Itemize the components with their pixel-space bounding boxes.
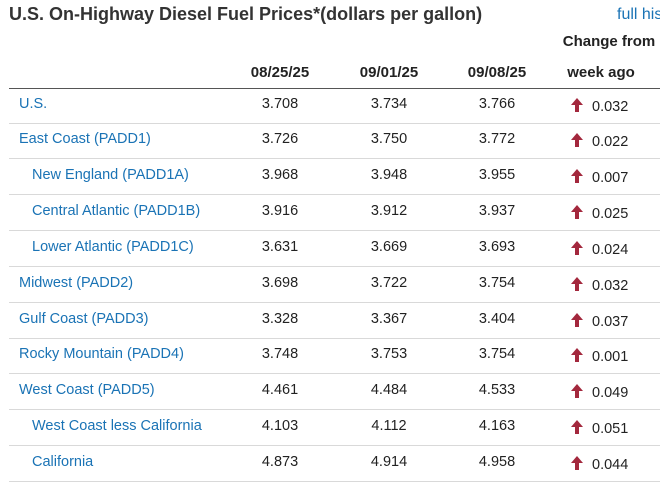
region-link[interactable]: East Coast (PADD1) bbox=[19, 131, 151, 147]
row-divider bbox=[9, 158, 660, 159]
price-cell-3: 4.533 bbox=[478, 382, 516, 398]
row-divider bbox=[9, 445, 660, 446]
table-row: New England (PADD1A) 3.968 3.948 3.955 0.007 bbox=[9, 160, 660, 195]
price-cell-1: 3.631 bbox=[261, 239, 299, 255]
change-value: 0.022 bbox=[592, 134, 629, 150]
up-arrow-icon bbox=[571, 348, 583, 362]
price-cell-3: 3.955 bbox=[478, 167, 516, 183]
region-link[interactable]: Lower Atlantic (PADD1C) bbox=[32, 239, 194, 255]
row-divider bbox=[9, 338, 660, 339]
up-arrow-icon bbox=[571, 241, 583, 255]
row-divider bbox=[9, 409, 660, 410]
change-value: 0.024 bbox=[592, 242, 629, 258]
table-row: Gulf Coast (PADD3) 3.328 3.367 3.404 0.037 bbox=[9, 304, 660, 339]
row-divider bbox=[9, 373, 660, 374]
table-row: U.S. 3.708 3.734 3.766 0.032 bbox=[9, 89, 660, 124]
row-divider bbox=[9, 230, 660, 231]
up-arrow-icon bbox=[571, 456, 583, 470]
up-arrow-icon bbox=[571, 133, 583, 147]
column-header-change-line2: week ago bbox=[567, 64, 635, 81]
price-cell-1: 3.968 bbox=[261, 167, 299, 183]
price-cell-2: 3.669 bbox=[370, 239, 408, 255]
price-cell-3: 3.937 bbox=[478, 203, 516, 219]
price-cell-1: 4.461 bbox=[261, 382, 299, 398]
change-value: 0.001 bbox=[592, 349, 629, 365]
table-row: West Coast less California 4.103 4.112 4.16… bbox=[9, 411, 660, 446]
change-value: 0.049 bbox=[592, 385, 629, 401]
row-divider bbox=[9, 302, 660, 303]
change-value: 0.007 bbox=[592, 170, 629, 186]
header-divider bbox=[9, 88, 660, 89]
region-link[interactable]: New England (PADD1A) bbox=[32, 167, 189, 183]
price-cell-3: 4.958 bbox=[478, 454, 516, 470]
region-link[interactable]: Rocky Mountain (PADD4) bbox=[19, 346, 184, 362]
change-value: 0.025 bbox=[592, 206, 629, 222]
region-link[interactable]: West Coast less California bbox=[32, 418, 202, 434]
price-cell-2: 3.367 bbox=[370, 311, 408, 327]
price-cell-2: 3.734 bbox=[370, 96, 408, 112]
price-cell-1: 3.708 bbox=[261, 96, 299, 112]
price-cell-3: 3.693 bbox=[478, 239, 516, 255]
table-title: U.S. On-Highway Diesel Fuel Prices*(doll… bbox=[9, 4, 483, 24]
change-value: 0.032 bbox=[592, 99, 629, 115]
price-cell-1: 3.328 bbox=[261, 311, 299, 327]
region-link[interactable]: Central Atlantic (PADD1B) bbox=[32, 203, 201, 219]
price-cell-3: 3.766 bbox=[478, 96, 516, 112]
table-row: Rocky Mountain (PADD4) 3.748 3.753 3.754 0.0… bbox=[9, 339, 660, 374]
change-value: 0.044 bbox=[592, 457, 629, 473]
price-cell-2: 3.753 bbox=[370, 346, 408, 362]
price-cell-2: 3.722 bbox=[370, 275, 408, 291]
column-header-date1: 08/25/25 bbox=[250, 64, 310, 81]
up-arrow-icon bbox=[571, 98, 583, 112]
region-link[interactable]: Midwest (PADD2) bbox=[19, 275, 134, 291]
region-link[interactable]: California bbox=[32, 454, 94, 470]
row-divider bbox=[9, 194, 660, 195]
price-cell-1: 3.916 bbox=[261, 203, 299, 219]
column-header-date3: 09/08/25 bbox=[467, 64, 527, 81]
price-cell-2: 3.948 bbox=[370, 167, 408, 183]
column-header-change-line1: Change from bbox=[562, 33, 656, 50]
column-header-date2: 09/01/25 bbox=[359, 64, 419, 81]
price-cell-1: 4.103 bbox=[261, 418, 299, 434]
table-row: Lower Atlantic (PADD1C) 3.631 3.669 3.693 0.… bbox=[9, 232, 660, 267]
change-value: 0.037 bbox=[592, 314, 629, 330]
row-divider bbox=[9, 123, 660, 124]
price-cell-2: 4.914 bbox=[370, 454, 408, 470]
up-arrow-icon bbox=[571, 313, 583, 327]
table-row: Midwest (PADD2) 3.698 3.722 3.754 0.032 bbox=[9, 268, 660, 303]
region-link[interactable]: West Coast (PADD5) bbox=[19, 382, 155, 398]
price-cell-3: 3.404 bbox=[478, 311, 516, 327]
price-cell-2: 3.750 bbox=[370, 131, 408, 147]
price-cell-3: 3.754 bbox=[478, 346, 516, 362]
price-cell-3: 3.772 bbox=[478, 131, 516, 147]
region-link[interactable]: U.S. bbox=[19, 96, 48, 112]
table-row: West Coast (PADD5) 4.461 4.484 4.533 0.049 bbox=[9, 375, 660, 410]
price-cell-3: 4.163 bbox=[478, 418, 516, 434]
price-cell-2: 4.484 bbox=[370, 382, 408, 398]
up-arrow-icon bbox=[571, 420, 583, 434]
up-arrow-icon bbox=[571, 277, 583, 291]
region-link[interactable]: Gulf Coast (PADD3) bbox=[19, 311, 149, 327]
price-cell-1: 4.873 bbox=[261, 454, 299, 470]
table-row: East Coast (PADD1) 3.726 3.750 3.772 0.022 bbox=[9, 124, 660, 159]
price-cell-1: 3.726 bbox=[261, 131, 299, 147]
up-arrow-icon bbox=[571, 169, 583, 183]
price-cell-1: 3.698 bbox=[261, 275, 299, 291]
change-value: 0.032 bbox=[592, 278, 629, 294]
table-row: California 4.873 4.914 4.958 0.044 bbox=[9, 447, 660, 482]
table-row: Central Atlantic (PADD1B) 3.916 3.912 3.937… bbox=[9, 196, 660, 231]
price-cell-1: 3.748 bbox=[261, 346, 299, 362]
up-arrow-icon bbox=[571, 205, 583, 219]
price-cell-3: 3.754 bbox=[478, 275, 516, 291]
row-divider bbox=[9, 266, 660, 267]
full-history-link[interactable]: full his bbox=[617, 6, 660, 23]
change-value: 0.051 bbox=[592, 421, 629, 437]
price-cell-2: 4.112 bbox=[371, 418, 407, 434]
up-arrow-icon bbox=[571, 384, 583, 398]
price-cell-2: 3.912 bbox=[370, 203, 408, 219]
